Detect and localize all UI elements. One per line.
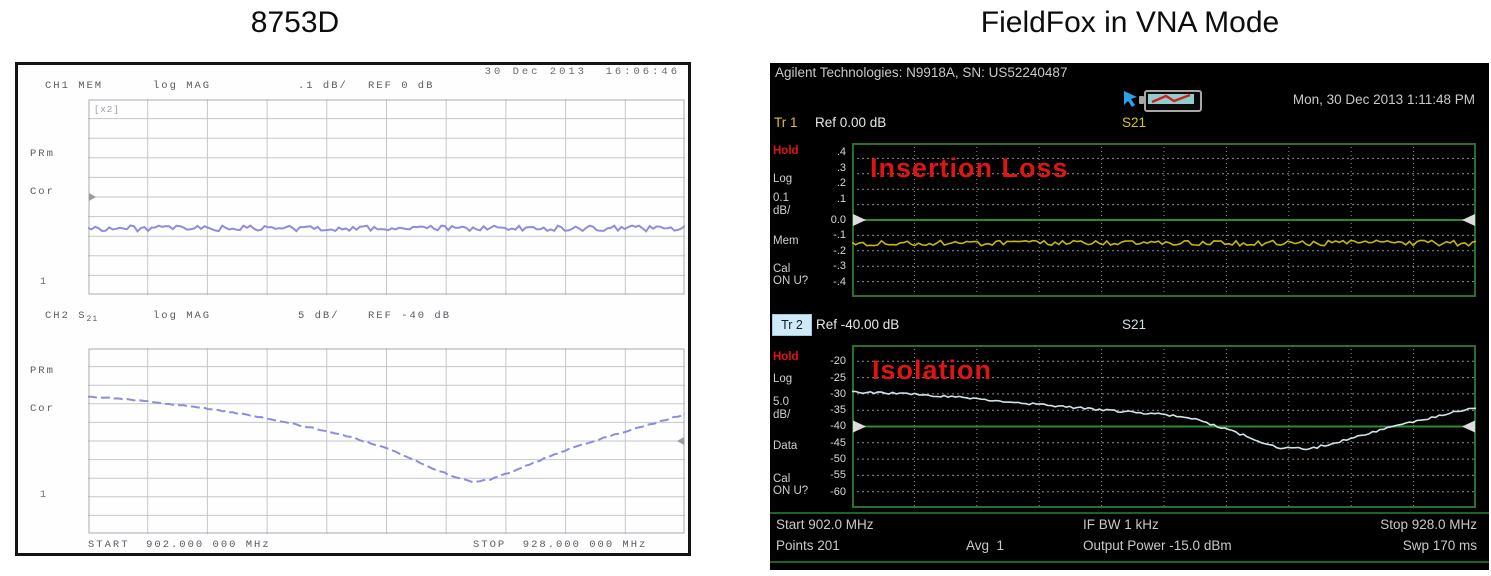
status-bar-divider	[770, 512, 1489, 514]
hp-ch2-prm-label: PRm	[30, 365, 55, 377]
hp-ch2-scale-label: 5 dB/	[298, 310, 340, 322]
hp8753d-screen: 30 Dec 2013 16:06:46 CH1 MEM log MAG .1 …	[15, 62, 691, 556]
ff-tr2-y-label: -35	[830, 404, 846, 416]
ff-tr2-cal-state: ON U?	[773, 485, 809, 497]
ff-tr1-graph	[852, 143, 1476, 297]
right-panel-title: FieldFox in VNA Mode	[980, 6, 1280, 39]
hp-ch2-channel-label: CH2 S21	[45, 310, 98, 324]
ff-tr1-log-indicator: Log	[773, 173, 793, 185]
ff-tr1-y-label: -.4	[833, 276, 846, 288]
hp-ch2-graph	[88, 348, 685, 534]
ref-level-arrow-left	[89, 193, 96, 201]
ff-clock: Mon, 30 Dec 2013 1:11:48 PM	[1292, 92, 1475, 107]
hp-ch1-ref-label: REF 0 dB	[368, 80, 435, 92]
ff-tr1-scale-value: 0.1	[773, 192, 789, 204]
ff-points: Points 201	[776, 538, 840, 553]
ff-stop-frequency: Stop 928.0 MHz	[1380, 517, 1477, 532]
ff-tr2-hold-indicator: Hold	[773, 351, 799, 363]
ref-level-arrow-left	[853, 214, 866, 226]
hp-ch1-format-label: log MAG	[153, 80, 212, 92]
ff-tr2-scale-value: 5.0	[773, 396, 789, 408]
ff-tr2-y-label: -30	[830, 388, 846, 400]
ff-tr2-cal-label: Cal	[773, 473, 791, 485]
hp-ch2-marker-number: 1	[40, 490, 47, 501]
ff-tr1-y-label: .1	[836, 193, 846, 205]
ff-tr2-ref-level: Ref -40.00 dB	[816, 317, 900, 332]
ff-if-bandwidth: IF BW 1 kHz	[1083, 517, 1159, 532]
ff-tr2-y-label: -55	[830, 469, 846, 481]
touch-pointer-icon	[1124, 91, 1137, 107]
hp-ch2-format-label: log MAG	[153, 310, 212, 322]
ff-tr1-ref-level: Ref 0.00 dB	[815, 115, 887, 130]
screen-bottom-border	[770, 561, 1489, 563]
ff-tr1-y-label: -.3	[833, 260, 846, 272]
ff-tr2-y-label: -60	[830, 486, 846, 498]
ff-tr1-trace-type: Mem	[773, 235, 799, 247]
ff-tr1-hold-indicator: Hold	[773, 145, 799, 157]
hp-ch1-marker-number: 1	[40, 277, 47, 288]
ff-tr1-y-label: .2	[836, 177, 846, 189]
left-panel-title: 8753D	[250, 6, 340, 39]
battery-charging-icon	[1139, 90, 1202, 112]
hp-datetime: 30 Dec 2013 16:06:46	[484, 66, 680, 78]
ff-tr1-label: Tr 1	[774, 115, 798, 130]
ff-tr2-y-label: -50	[830, 453, 846, 465]
fieldfox-screen: Agilent Technologies: N9918A, SN: US5224…	[770, 63, 1489, 570]
ff-instrument-header: Agilent Technologies: N9918A, SN: US5224…	[775, 65, 1068, 80]
hp-stop-frequency: STOP 928.000 000 MHz	[473, 539, 648, 551]
ff-tr2-scale-unit: dB/	[773, 409, 791, 421]
insertion-loss-annotation: Insertion Loss	[870, 153, 1069, 183]
ff-tr1-y-label: .4	[836, 146, 846, 158]
ff-tr1-s-parameter: S21	[1122, 115, 1147, 130]
ff-tr2-trace-type: Data	[773, 440, 798, 452]
hp-ch2-channel-text: CH2 S	[45, 310, 87, 322]
hp-ch1-scale-label: .1 dB/	[298, 80, 348, 92]
ff-tr1-y-label: -.2	[833, 245, 846, 257]
isolation-annotation: Isolation	[872, 355, 993, 385]
hp-ch1-prm-label: PRm	[30, 148, 55, 160]
hp-ch1-channel-label: CH1 MEM	[45, 80, 104, 92]
ref-level-arrow-right	[1462, 214, 1475, 226]
hp-ch1-graph	[88, 99, 685, 295]
ff-tr1-y-label: -.1	[833, 229, 846, 241]
battery-charge-bolt-icon	[1151, 93, 1191, 104]
ff-tr1-y-label: .3	[836, 162, 846, 174]
ff-tr2-y-label: -25	[830, 372, 846, 384]
ff-tr2-graph	[852, 345, 1476, 508]
ff-output-power: Output Power -15.0 dBm	[1083, 538, 1232, 553]
ff-start-frequency: Start 902.0 MHz	[776, 517, 874, 532]
ref-level-arrow-right	[677, 437, 684, 445]
hp-ch2-ref-label: REF -40 dB	[368, 310, 452, 322]
ff-tr1-cal-state: ON U?	[773, 275, 809, 287]
ff-tr1-y-label: 0.0	[830, 214, 846, 226]
ref-level-arrow-right	[1462, 420, 1475, 433]
ff-tr1-scale-unit: dB/	[773, 205, 791, 217]
ff-sweep-time: Swp 170 ms	[1402, 538, 1477, 553]
hp-ch2-cor-label: Cor	[30, 403, 55, 415]
ff-tr2-y-label: -45	[830, 437, 846, 449]
ff-tr2-s-parameter: S21	[1122, 317, 1147, 332]
ff-averaging: Avg 1	[966, 538, 1005, 553]
hp-ch1-corner-label: [x2]	[94, 105, 120, 115]
hp-start-frequency: START 902.000 000 MHz	[88, 539, 271, 551]
ff-tr2-log-indicator: Log	[773, 373, 793, 385]
ff-tr2-label-selected: Tr 2	[772, 314, 812, 336]
ff-tr2-y-label: -20	[830, 355, 846, 367]
ff-tr2-y-label: -40	[830, 420, 846, 432]
hp-ch2-param-subscript: 21	[86, 315, 99, 325]
ff-tr1-cal-label: Cal	[773, 263, 791, 275]
hp-ch1-cor-label: Cor	[30, 186, 55, 198]
battery-nub	[1139, 96, 1144, 104]
ref-level-arrow-left	[853, 420, 866, 433]
